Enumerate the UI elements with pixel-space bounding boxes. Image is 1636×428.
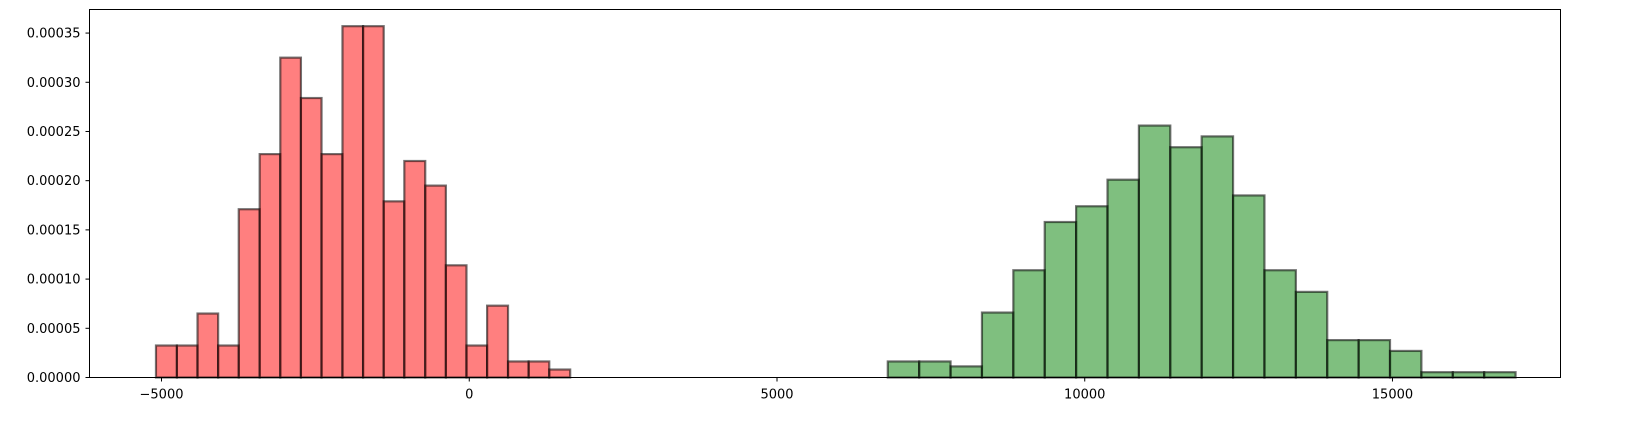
histogram-bar-series-0-bin-11 [382, 200, 406, 379]
histogram-bar-series-0-bin-18 [527, 360, 551, 379]
histogram-bar-series-1-bin-18 [1451, 371, 1486, 379]
histogram-bar-series-0-bin-19 [548, 368, 572, 379]
histogram-bar-series-0-bin-8 [320, 153, 344, 379]
histogram-bar-series-1-bin-6 [1075, 205, 1109, 379]
histogram-bar-series-1-bin-13 [1294, 290, 1329, 379]
histogram-bar-series-0-bin-2 [196, 312, 220, 379]
axes-layer [89, 9, 1561, 378]
x-tick-label-4: 15000 [1372, 388, 1413, 403]
y-tick-label-3: 0.00015 [27, 223, 81, 238]
histogram-bar-series-1-bin-14 [1326, 339, 1360, 379]
y-tick-label-0: 0.00000 [27, 371, 81, 386]
histogram-bar-series-1-bin-3 [980, 311, 1015, 379]
histogram-bar-series-0-bin-4 [237, 208, 261, 379]
histogram-bar-series-1-bin-8 [1137, 124, 1172, 379]
x-axis-ticks: −5000 0 5000 10000 15000 [140, 377, 1413, 403]
histogram-bar-series-0-bin-9 [341, 25, 365, 379]
histogram-bar-series-0-bin-3 [217, 344, 240, 379]
histogram-bar-series-0-bin-0 [154, 344, 178, 379]
histogram-bar-series-1-bin-10 [1200, 135, 1235, 379]
histogram-bar-series-0-bin-16 [486, 304, 510, 379]
x-tick-label-1: 0 [465, 388, 473, 403]
y-tick-label-2: 0.00010 [27, 273, 81, 288]
histogram-bar-series-1-bin-15 [1357, 339, 1392, 379]
plot-frame [89, 9, 1561, 378]
y-tick-label-4: 0.00020 [27, 174, 81, 189]
histogram-bar-series-0-bin-15 [465, 344, 489, 379]
y-tick-label-5: 0.00025 [27, 125, 81, 140]
histogram-bar-series-1-bin-16 [1388, 349, 1423, 379]
histogram-bar-series-1-bin-0 [886, 360, 921, 379]
histogram-bar-series-1-bin-19 [1483, 371, 1517, 379]
histogram-bar-series-0-bin-13 [424, 184, 447, 379]
histogram-bar-series-1-bin-7 [1106, 178, 1140, 379]
histogram-bar-series-1-bin-9 [1169, 146, 1203, 379]
histogram-bar-series-0-bin-17 [506, 360, 530, 379]
histogram-bar-series-0-bin-7 [299, 96, 323, 379]
histogram-bar-series-0-bin-10 [361, 25, 385, 379]
x-tick-label-0: −5000 [140, 388, 184, 403]
histogram-bar-series-0-bin-12 [403, 159, 427, 379]
bars-layer [154, 25, 1517, 379]
histogram-bar-series-1-bin-1 [918, 360, 952, 379]
y-tick-label-1: 0.00005 [27, 322, 81, 337]
histogram-bar-series-0-bin-6 [279, 56, 303, 379]
histogram-bar-series-0-bin-5 [258, 153, 282, 379]
x-tick-label-2: 5000 [760, 388, 793, 403]
x-tick-label-3: 10000 [1064, 388, 1105, 403]
histogram-bar-series-0-bin-1 [175, 344, 199, 379]
y-tick-label-6: 0.00030 [27, 76, 81, 91]
histogram-bar-series-1-bin-5 [1043, 220, 1078, 379]
histogram-bar-series-1-bin-2 [949, 365, 984, 379]
histogram-bar-series-1-bin-4 [1012, 269, 1046, 379]
histogram-bar-series-1-bin-17 [1420, 371, 1454, 379]
y-axis-ticks: 0.00000 0.00005 0.00010 0.00015 0.00020 0.000… [27, 27, 90, 386]
histogram-bar-series-1-bin-12 [1263, 269, 1297, 379]
histogram-bar-series-1-bin-11 [1231, 194, 1266, 379]
y-tick-label-7: 0.00035 [27, 27, 81, 42]
histogram-bar-series-0-bin-14 [444, 264, 468, 379]
